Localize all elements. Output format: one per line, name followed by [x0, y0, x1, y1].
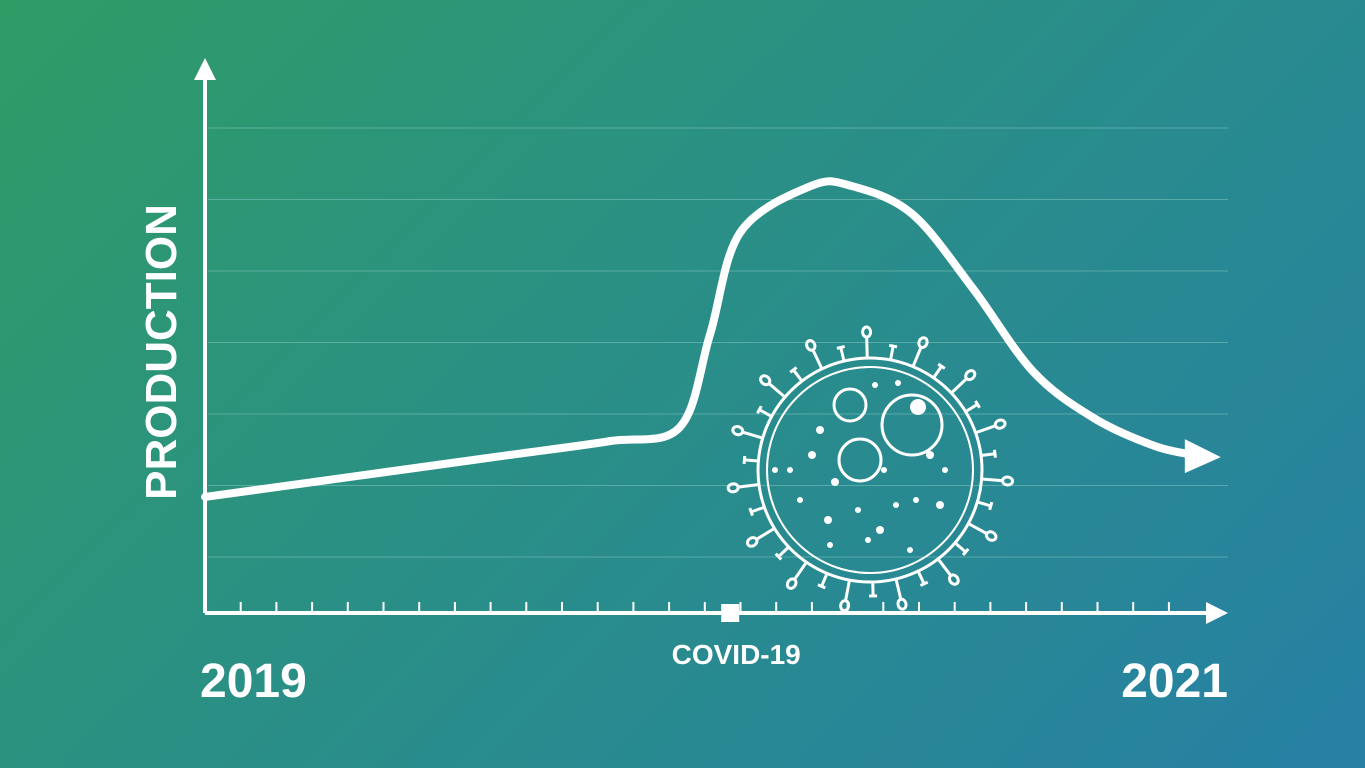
covid-marker — [721, 604, 740, 622]
covid-label: COVID-19 — [672, 639, 801, 670]
y-axis-label: PRODUCTION — [137, 204, 186, 500]
x-axis-arrow-icon — [1206, 602, 1228, 624]
series-arrow-icon — [1184, 439, 1221, 474]
x-end-label: 2021 — [1121, 655, 1228, 708]
y-axis-arrow-icon — [194, 58, 216, 80]
x-start-label: 2019 — [200, 655, 307, 708]
series-line — [201, 177, 1199, 501]
gridlines — [208, 127, 1228, 558]
virus-icon — [726, 325, 1015, 613]
